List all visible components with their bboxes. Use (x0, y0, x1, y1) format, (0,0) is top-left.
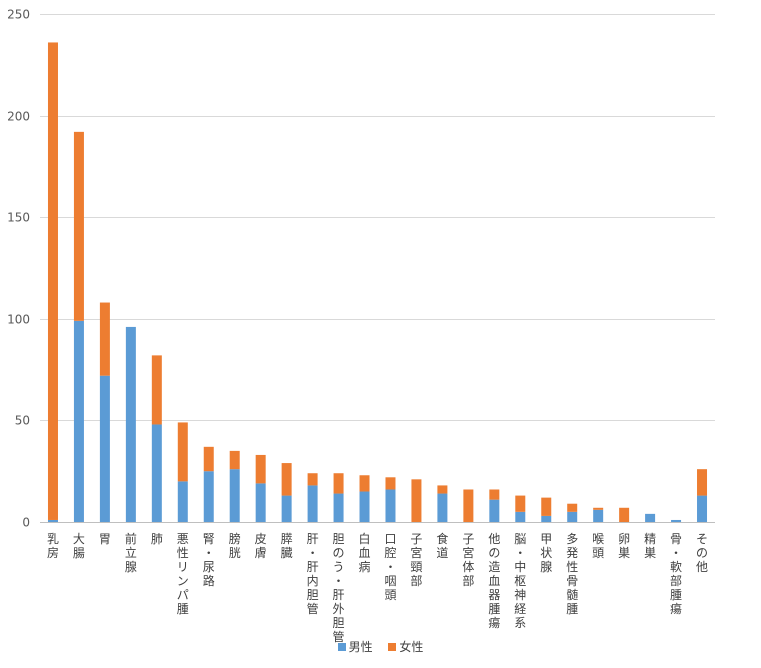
bar-segment-female (463, 489, 474, 522)
bar-segment-male (333, 493, 344, 522)
bar-segment-female (385, 477, 396, 490)
y-tick-label: 200 (7, 110, 30, 124)
x-tick-label: 胃 (99, 532, 111, 546)
x-tick-label: 悪性リンパ腫 (177, 532, 189, 616)
x-tick-label: 腎・尿路 (203, 532, 215, 588)
bar-segment-female (307, 473, 318, 486)
bar-segment-female (541, 497, 552, 516)
x-tick-label: 皮膚 (255, 532, 267, 560)
bar-segment-female (151, 355, 162, 425)
bar-segment-male (125, 326, 136, 522)
x-tick-label: 胆のう・肝外胆管 (333, 532, 345, 644)
bar-segment-male (177, 481, 188, 522)
y-tick-label: 100 (7, 313, 30, 327)
bar-segment-male (567, 511, 578, 522)
gridlines (40, 14, 715, 523)
bar-segment-male (385, 489, 396, 522)
x-tick-label: 骨・軟部腫瘍 (670, 532, 682, 616)
legend-item-male: 男性 (337, 638, 373, 655)
bar-segment-female (411, 479, 422, 522)
bar-segment-male (437, 493, 448, 522)
x-tick-label: 膵臓 (281, 532, 293, 560)
x-tick-label: 他の造血器腫瘍 (488, 532, 500, 630)
bar-segment-male (593, 509, 604, 522)
bar-segment-male (73, 320, 84, 522)
legend-swatch-female (388, 642, 397, 651)
bar-segment-female (333, 473, 344, 494)
bar-segment-male (229, 469, 240, 522)
y-tick-label: 250 (7, 8, 30, 22)
x-tick-label: 肺 (151, 532, 163, 546)
bar-segment-male (359, 491, 370, 522)
x-tick-label: その他 (696, 532, 708, 574)
bar-segment-male (307, 485, 318, 522)
bar-segment-female (229, 450, 240, 470)
x-tick-label: 子宮頸部 (410, 532, 422, 588)
bar-segment-male (671, 519, 682, 522)
bar-segment-female (359, 475, 370, 492)
bar-segment-male (47, 519, 58, 522)
bar-segment-male (151, 424, 162, 522)
x-tick-label: 卵巣 (618, 532, 630, 560)
bar-segment-female (697, 469, 708, 496)
bar-segment-female (281, 463, 292, 496)
bar-segment-male (281, 495, 292, 522)
x-tick-label: 白血病 (359, 531, 371, 574)
bar-segment-female (567, 503, 578, 512)
x-tick-label: 食道 (436, 531, 448, 560)
bar-segment-male (515, 511, 526, 522)
bar-segment-female (47, 42, 58, 520)
y-axis: 0 50 100 150 200 250 (7, 8, 30, 530)
bar-segment-female (255, 454, 266, 484)
bar-segment-male (645, 513, 656, 522)
legend-swatch-male (337, 642, 346, 651)
bar-segment-male (203, 471, 214, 522)
bar-segment-male (697, 495, 708, 522)
y-tick-label: 150 (7, 211, 30, 225)
legend-label-male: 男性 (348, 640, 373, 654)
x-tick-label: 多発性骨髄腫 (566, 532, 578, 616)
bar-segment-female (515, 495, 526, 512)
bar-segment-female (99, 302, 110, 376)
legend: 男性 女性 (0, 638, 761, 655)
bars (47, 42, 708, 522)
y-tick-label: 0 (22, 516, 30, 530)
x-tick-label: 喉頭 (592, 532, 604, 560)
x-tick-label: 口腔・咽頭 (384, 532, 396, 602)
bar-segment-female (437, 485, 448, 494)
x-tick-label: 肝・肝内胆管 (307, 532, 319, 616)
x-tick-label: 甲状腺 (540, 532, 552, 574)
x-tick-label: 前立腺 (125, 531, 137, 574)
x-tick-label: 乳房 (47, 532, 59, 560)
bar-segment-female (619, 507, 630, 522)
bar-segment-male (255, 483, 266, 522)
legend-label-female: 女性 (399, 640, 424, 654)
bar-segment-male (541, 515, 552, 522)
bar-segment-female (593, 507, 604, 510)
bar-segment-female (73, 131, 84, 321)
x-tick-label: 膀胱 (229, 531, 241, 560)
legend-item-female: 女性 (388, 638, 423, 655)
bar-segment-female (489, 489, 500, 500)
bar-segment-male (99, 375, 110, 522)
x-tick-label: 脳・中枢神経系 (514, 532, 526, 630)
x-tick-label: 子宮体部 (462, 532, 474, 588)
bar-segment-female (177, 422, 188, 482)
bar-segment-female (203, 446, 214, 472)
y-tick-label: 50 (15, 414, 30, 428)
x-tick-label: 大腸 (73, 532, 85, 560)
x-tick-label: 精巣 (644, 532, 656, 560)
bar-segment-male (489, 499, 500, 522)
